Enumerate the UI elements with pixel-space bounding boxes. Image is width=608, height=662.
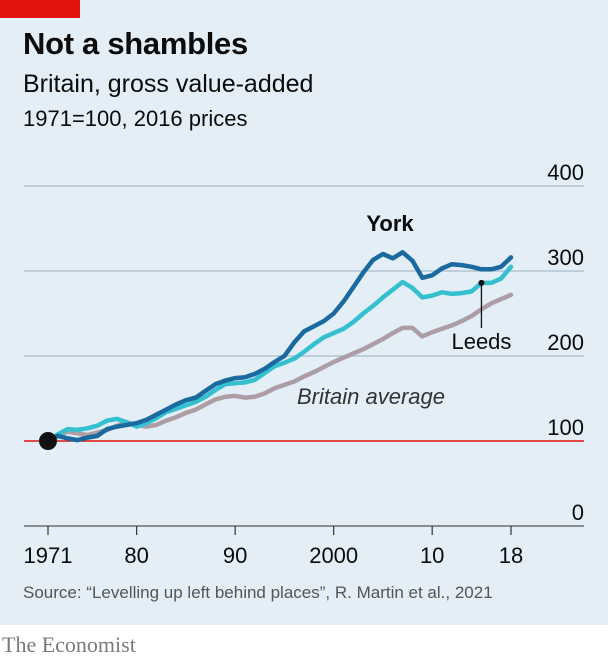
- source-note: Source: “Levelling up left behind places…: [23, 583, 493, 602]
- x-tick-label: 90: [223, 543, 247, 568]
- x-tick-label: 18: [499, 543, 523, 568]
- series-label-leeds: Leeds: [451, 329, 511, 354]
- series-line-leeds: [45, 264, 514, 444]
- series-line-york: [45, 250, 514, 444]
- origin-marker: [39, 432, 57, 450]
- line-chart: 0 100 200 300 400 1971 80 90 2000 10 18 York Leeds B…: [24, 160, 584, 568]
- leeds-callout-dot: [478, 279, 485, 286]
- chart-unit: 1971=100, 2016 prices: [23, 106, 248, 131]
- chart-subtitle: Britain, gross value-added: [23, 70, 314, 98]
- series-label-york: York: [366, 211, 414, 236]
- grid-lines: [24, 185, 584, 527]
- y-tick-label: 0: [572, 500, 584, 525]
- chart-panel: [0, 0, 608, 625]
- brand-wordmark: The Economist: [2, 632, 136, 657]
- series-label-layer: York Leeds Britain average: [297, 211, 511, 409]
- brand-tag: [0, 0, 80, 18]
- axis-layer: 0 100 200 300 400 1971 80 90 2000 10 18: [24, 160, 584, 568]
- y-tick-label: 300: [547, 245, 584, 270]
- x-tick-label: 2000: [309, 543, 358, 568]
- series-label-britain: Britain average: [297, 384, 445, 409]
- y-tick-label: 400: [547, 160, 584, 185]
- x-tick-label: 80: [124, 543, 148, 568]
- y-tick-label: 100: [547, 415, 584, 440]
- y-tick-label: 200: [547, 330, 584, 355]
- x-tick-label: 10: [420, 543, 444, 568]
- chart-title: Not a shambles: [23, 26, 248, 61]
- series-layer: [45, 250, 514, 444]
- x-tick-label: 1971: [24, 543, 73, 568]
